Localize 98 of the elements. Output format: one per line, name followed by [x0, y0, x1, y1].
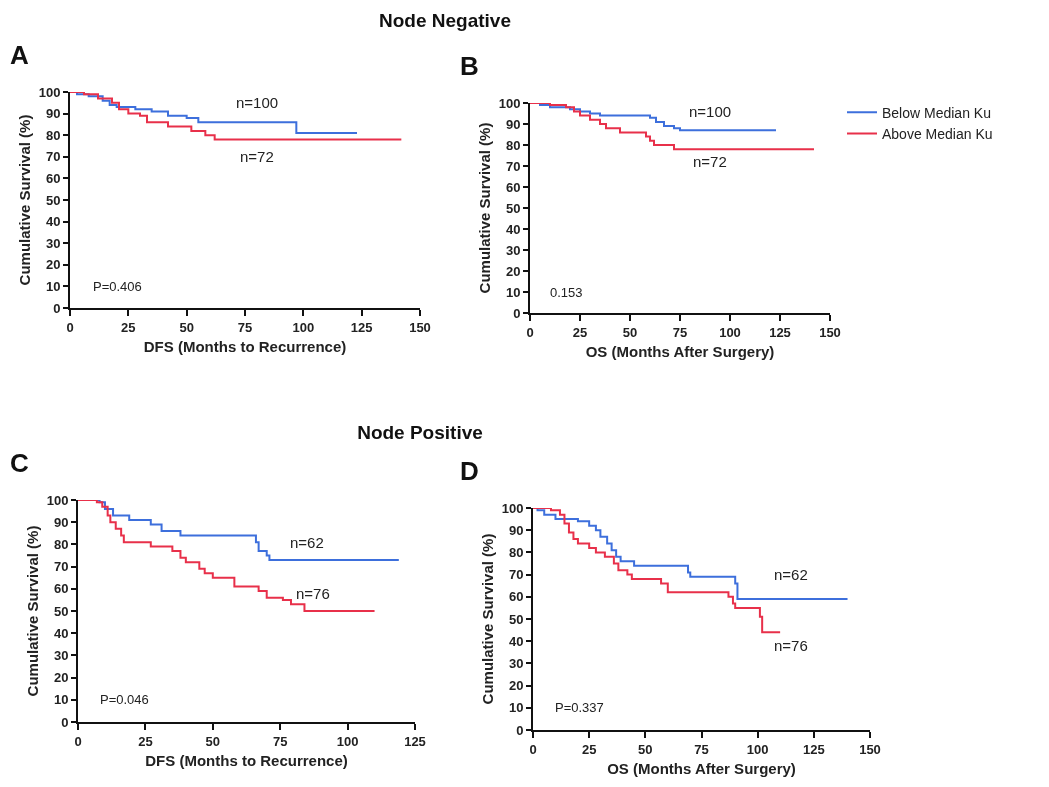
annotation: n=62 — [774, 566, 808, 583]
x-tick-label: 0 — [74, 733, 82, 749]
x-tick-label: 125 — [350, 319, 373, 335]
legend-label: Above Median Ku — [882, 125, 993, 142]
y-tick-label: 90 — [45, 106, 61, 122]
y-tick-label: 90 — [505, 116, 521, 132]
x-tick-label: 75 — [672, 324, 688, 340]
x-tick-label: 25 — [138, 733, 153, 749]
text: B — [460, 51, 479, 81]
annotation: n=76 — [774, 637, 808, 654]
y-tick-label: 50 — [45, 192, 61, 208]
y-tick-label: 40 — [508, 633, 524, 649]
annotation: n=72 — [240, 148, 274, 165]
x-tick-label: 0 — [526, 324, 534, 340]
y-tick-label: 40 — [45, 214, 61, 230]
x-tick-label: 125 — [404, 733, 426, 749]
x-tick-label: 50 — [205, 733, 221, 749]
y-tick-label: 40 — [505, 221, 521, 237]
y-tick-label: 80 — [53, 536, 69, 552]
y-tick-label: 100 — [501, 500, 524, 516]
y-tick-label: 30 — [508, 655, 524, 671]
y-axis-title: Cumulative Survival (%) — [476, 122, 494, 294]
text: A — [10, 40, 29, 70]
annotation: P=0.046 — [100, 692, 149, 707]
y-tick-label: 50 — [508, 611, 524, 627]
y-tick-label: 90 — [53, 514, 69, 530]
x-axis-title: DFS (Months to Recurrence) — [143, 338, 347, 356]
y-tick-label: 20 — [508, 678, 524, 694]
y-tick-label: 70 — [508, 567, 524, 583]
x-tick-label: 125 — [769, 324, 791, 340]
x-tick-label: 150 — [859, 741, 881, 757]
x-tick-label: 50 — [638, 741, 653, 757]
x-tick-label: 100 — [719, 324, 741, 340]
y-tick-label: 10 — [53, 692, 69, 708]
y-axis-title: Cumulative Survival (%) — [479, 533, 497, 705]
x-tick-label: 25 — [581, 741, 597, 757]
y-tick-label: 60 — [45, 170, 61, 186]
annotation: n=100 — [689, 103, 732, 120]
annotation: 0.153 — [550, 285, 583, 300]
y-tick-label: 20 — [45, 257, 61, 273]
x-tick-label: 100 — [336, 733, 359, 749]
annotation: n=100 — [236, 94, 279, 111]
y-tick-label: 30 — [505, 242, 521, 258]
y-tick-label: 50 — [53, 603, 69, 619]
annotation: P=0.406 — [93, 279, 142, 294]
y-tick-label: 30 — [53, 647, 69, 663]
y-tick-label: 100 — [46, 492, 69, 508]
x-axis-title: OS (Months After Surgery) — [585, 343, 775, 361]
legend-label: Below Median Ku — [882, 104, 991, 121]
x-tick-label: 0 — [529, 741, 537, 757]
annotation: n=76 — [296, 585, 330, 602]
x-tick-label: 125 — [802, 741, 825, 757]
annotation: n=72 — [693, 153, 727, 170]
y-tick-label: 50 — [505, 200, 521, 216]
y-tick-label: 60 — [505, 179, 521, 195]
x-tick-label: 25 — [121, 319, 136, 335]
x-tick-label: 100 — [746, 741, 769, 757]
chart-title: Node Negative — [379, 9, 511, 31]
y-tick-label: 10 — [45, 278, 61, 294]
y-tick-label: 100 — [498, 95, 521, 111]
x-tick-label: 150 — [819, 324, 841, 340]
chart-title: Node Positive — [357, 421, 483, 443]
y-tick-label: 20 — [505, 263, 521, 279]
y-tick-label: 0 — [516, 722, 524, 738]
annotation: P=0.337 — [555, 700, 604, 715]
annotation: n=62 — [290, 534, 324, 551]
y-tick-label: 10 — [505, 284, 521, 300]
x-tick-label: 75 — [694, 741, 709, 757]
y-tick-label: 80 — [45, 127, 61, 143]
x-tick-label: 100 — [292, 319, 315, 335]
y-tick-label: 60 — [53, 581, 69, 597]
x-axis-title: OS (Months After Surgery) — [607, 760, 796, 778]
x-axis-title: DFS (Months to Recurrence) — [145, 752, 348, 770]
x-tick-label: 25 — [572, 324, 588, 340]
y-tick-label: 100 — [38, 84, 61, 100]
y-tick-label: 70 — [53, 559, 69, 575]
y-tick-label: 40 — [53, 625, 69, 641]
y-tick-label: 0 — [513, 305, 521, 321]
y-tick-label: 20 — [53, 670, 69, 686]
x-tick-label: 75 — [237, 319, 253, 335]
x-tick-label: 75 — [272, 733, 288, 749]
text: D — [460, 456, 479, 486]
text: C — [10, 448, 29, 478]
y-tick-label: 0 — [53, 300, 61, 316]
y-axis-title: Cumulative Survival (%) — [16, 114, 34, 286]
x-tick-label: 150 — [409, 319, 431, 335]
y-tick-label: 70 — [45, 149, 61, 165]
y-tick-label: 80 — [505, 137, 521, 153]
y-axis-title: Cumulative Survival (%) — [24, 525, 42, 697]
y-tick-label: 60 — [508, 589, 524, 605]
y-tick-label: 30 — [45, 235, 61, 251]
y-tick-label: 80 — [508, 544, 524, 560]
y-tick-label: 10 — [508, 700, 524, 716]
x-tick-label: 50 — [622, 324, 638, 340]
y-tick-label: 0 — [61, 714, 69, 730]
x-tick-label: 50 — [179, 319, 194, 335]
y-tick-label: 70 — [505, 158, 521, 174]
y-tick-label: 90 — [508, 522, 524, 538]
